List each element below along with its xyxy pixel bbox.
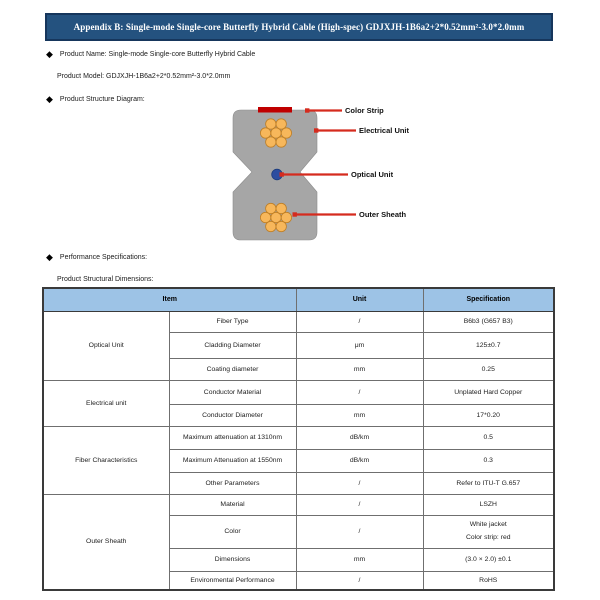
table-row: Cladding Diameter μm 125±0.7	[43, 331, 555, 359]
group-electrical-unit: Electrical unit	[42, 379, 170, 427]
spec-cell: 0.5	[422, 425, 555, 450]
param-cell: Conductor Material	[168, 379, 297, 405]
product-model-text: Product Model: GDJXJH-1B6a2+2*0.52mm²-3.…	[57, 73, 231, 80]
page-title: Appendix B: Single-mode Single-core Butt…	[73, 22, 525, 32]
callout-lines	[282, 109, 356, 216]
structure-diagram-text: Product Structure Diagram:	[59, 96, 145, 103]
spec-cell: 125±0.7	[422, 331, 555, 359]
group-optical-unit: Optical Unit	[42, 310, 170, 381]
param-cell: Fiber Type	[168, 310, 297, 333]
unit-cell: μm	[295, 331, 424, 359]
param-cell: Color	[168, 514, 297, 549]
unit-cell: /	[295, 310, 424, 333]
table-row: Optical Unit Fiber Type / B6b3 (G657 B3)	[42, 310, 555, 381]
table-row: Other Parameters / Refer to ITU-T G.657	[43, 471, 555, 495]
col-header-specification: Specification	[422, 287, 555, 312]
unit-cell: mm	[295, 547, 424, 572]
spec-table-header-row: Item Unit Specification	[42, 287, 555, 312]
col-header-unit: Unit	[295, 287, 424, 312]
table-row: Maximum Attenuation at 1550nm dB/km 0.3	[43, 448, 555, 473]
param-cell: Other Parameters	[168, 471, 297, 495]
spec-cell: RoHS	[422, 570, 555, 591]
outer-sheath-label: Outer Sheath	[359, 210, 407, 219]
color-strip-shape	[258, 107, 292, 113]
structure-diagram-heading: ◆ Product Structure Diagram:	[46, 95, 145, 104]
unit-cell: /	[295, 471, 424, 495]
diamond-bullet-icon: ◆	[46, 252, 53, 262]
unit-cell: mm	[295, 403, 424, 427]
diamond-bullet-icon: ◆	[46, 94, 53, 104]
unit-cell: /	[295, 514, 424, 549]
spec-cell: 17*0.20	[422, 403, 555, 427]
table-row: Outer Sheath Material / LSZH	[42, 493, 555, 591]
spec-line-1: White jacket	[469, 521, 507, 529]
callout-dots	[279, 108, 319, 217]
unit-cell: dB/km	[295, 448, 424, 473]
spec-cell: Refer to ITU-T G.657	[422, 471, 555, 495]
electrical-unit-conductors-bottom	[259, 202, 293, 233]
spec-cell: 0.25	[422, 357, 555, 381]
table-row: Electrical unit Conductor Material / Unp…	[42, 379, 555, 427]
table-row: Dimensions mm (3.0 × 2.0) ±0.1	[43, 547, 555, 572]
appendix-title-bar: Appendix B: Single-mode Single-core Butt…	[45, 13, 553, 41]
spec-cell: Unplated Hard Copper	[422, 379, 555, 405]
diamond-bullet-icon: ◆	[46, 49, 53, 59]
param-cell: Cladding Diameter	[168, 331, 297, 359]
spec-cell: White jacket Color strip: red	[422, 514, 555, 549]
group-fiber-characteristics: Fiber Characteristics	[42, 425, 170, 495]
spec-line-2: Color strip: red	[465, 533, 511, 541]
group-outer-sheath: Outer Sheath	[42, 493, 170, 591]
unit-cell: /	[295, 379, 424, 405]
product-name-text: Product Name: Single-mode Single-core Bu…	[59, 51, 256, 58]
unit-cell: dB/km	[295, 425, 424, 450]
param-cell: Coating diameter	[168, 357, 297, 381]
spec-table: Item Unit Specification Optical Unit Fib…	[42, 287, 555, 591]
table-row: Color / White jacket Color strip: red	[43, 514, 555, 549]
param-cell: Maximum attenuation at 1310nm	[168, 425, 297, 450]
electrical-unit-label: Electrical Unit	[359, 126, 410, 135]
table-row: Fiber Characteristics Maximum attenuatio…	[42, 425, 555, 495]
param-cell: Environmental Performance	[168, 570, 297, 591]
param-cell: Dimensions	[168, 547, 297, 572]
spec-cell: (3.0 × 2.0) ±0.1	[422, 547, 555, 572]
unit-cell: /	[295, 493, 424, 516]
optical-unit-label: Optical Unit	[351, 170, 394, 179]
color-strip-label: Color Strip	[345, 106, 384, 115]
unit-cell: mm	[295, 357, 424, 381]
param-cell: Maximum Attenuation at 1550nm	[168, 448, 297, 473]
performance-heading: ◆ Performance Specifications:	[46, 253, 147, 262]
param-cell: Material	[168, 493, 297, 516]
col-header-item: Item	[42, 287, 297, 312]
spec-cell: 0.3	[422, 448, 555, 473]
table-row: Conductor Diameter mm 17*0.20	[43, 403, 555, 427]
unit-cell: /	[295, 570, 424, 591]
product-name-line: ◆ Product Name: Single-mode Single-core …	[46, 50, 255, 59]
spec-cell: B6b3 (G657 B3)	[422, 310, 555, 333]
electrical-unit-conductors-top	[259, 118, 293, 148]
param-cell: Conductor Diameter	[168, 403, 297, 427]
table-row: Environmental Performance / RoHS	[43, 570, 555, 591]
structural-dimensions-text: Product Structural Dimensions:	[57, 276, 154, 283]
product-structure-diagram: Color Strip Electrical Unit Optical Unit…	[232, 106, 410, 241]
performance-text: Performance Specifications:	[59, 254, 148, 261]
spec-cell: LSZH	[422, 493, 555, 516]
